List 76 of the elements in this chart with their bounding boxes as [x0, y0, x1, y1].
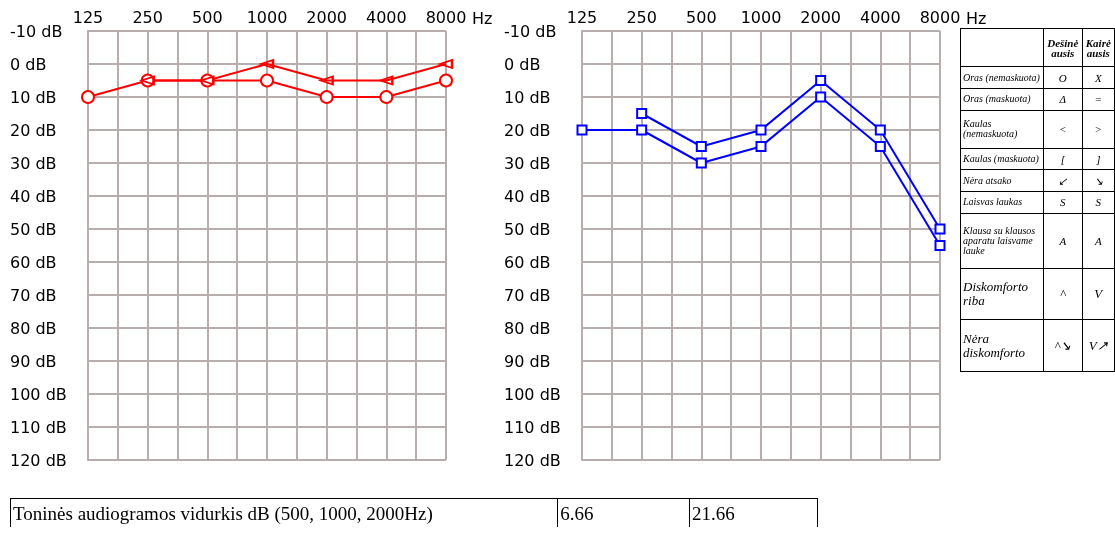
text: Nėra atsako: [960, 169, 1044, 192]
text: ↙: [1043, 169, 1083, 192]
text: Diskomforto riba: [960, 268, 1044, 320]
text: Laisvas laukas: [960, 191, 1044, 214]
x-tick-label: 500: [192, 7, 223, 27]
y-tick-label: 100 dB: [10, 384, 67, 404]
y-tick-label: 0 dB: [10, 54, 47, 74]
text: V: [1082, 268, 1115, 320]
y-tick-label: 10 dB: [504, 87, 551, 107]
text: ]: [1082, 148, 1115, 170]
y-tick-label: 50 dB: [10, 219, 57, 239]
y-tick-label: 40 dB: [10, 186, 57, 206]
y-tick-label: 40 dB: [504, 186, 551, 206]
y-tick-label: 60 dB: [10, 252, 57, 272]
text: Nėra diskomforto: [960, 319, 1044, 372]
y-tick-label: 80 dB: [10, 318, 57, 338]
x-tick-label: 4000: [365, 7, 407, 27]
y-tick-label: 60 dB: [504, 252, 551, 272]
y-tick-label: 30 dB: [10, 153, 57, 173]
y-tick-label: 70 dB: [504, 285, 551, 305]
y-tick-label: 10 dB: [10, 87, 57, 107]
text: V↗: [1082, 319, 1115, 372]
y-tick-label: 30 dB: [504, 153, 551, 173]
text: >: [1082, 110, 1115, 149]
y-tick-label: -10 dB: [10, 21, 63, 41]
y-tick-label: 90 dB: [10, 351, 57, 371]
x-tick-label: 250: [132, 7, 163, 27]
x-tick-label: 125: [566, 7, 598, 27]
text: ^: [1043, 268, 1083, 320]
text: X: [1082, 66, 1115, 89]
text: Kaulas (nemaskuota): [960, 110, 1044, 149]
x-tick-label: 1000: [740, 7, 782, 27]
text: [: [1043, 148, 1083, 170]
text: Toninės audiogramos vidurkis dB (500, 1000, 2000Hz): [10, 498, 558, 527]
y-tick-label: 120 dB: [10, 450, 67, 470]
text: A: [1082, 213, 1115, 269]
y-tick-label: 20 dB: [504, 120, 551, 140]
x-tick-label: 4000: [859, 7, 901, 27]
x-tick-label: 1000: [246, 7, 288, 27]
y-tick-label: 50 dB: [504, 219, 551, 239]
text: Oras (nemaskuota): [960, 66, 1044, 89]
x-tick-label: 125: [72, 7, 104, 27]
y-tick-label: 90 dB: [504, 351, 551, 371]
text: A: [1043, 213, 1083, 269]
text: 6.66: [557, 498, 690, 527]
y-tick-label: -10 dB: [504, 21, 557, 41]
y-tick-label: 70 dB: [10, 285, 57, 305]
text: Kaulas (maskuota): [960, 148, 1044, 170]
text: O: [1043, 66, 1083, 89]
y-tick-label: 110 dB: [10, 417, 67, 437]
text: S: [1082, 191, 1115, 214]
x-tick-label: 2000: [306, 7, 348, 27]
y-tick-label: 120 dB: [504, 450, 561, 470]
text: Δ: [1043, 88, 1083, 111]
y-tick-label: 80 dB: [504, 318, 551, 338]
text: Kairė ausis: [1082, 28, 1115, 67]
text: <: [1043, 110, 1083, 149]
text: Oras (maskuota): [960, 88, 1044, 111]
text: Klausa su klausos aparatu laisvame lauke: [960, 213, 1044, 269]
x-tick-label: 2000: [800, 7, 842, 27]
x-axis-title: Hz: [966, 8, 987, 28]
x-tick-label: 500: [686, 7, 717, 27]
y-tick-label: 110 dB: [504, 417, 561, 437]
y-tick-label: 0 dB: [504, 54, 541, 74]
y-tick-label: 100 dB: [504, 384, 561, 404]
x-tick-label: 8000: [919, 7, 961, 27]
text: =: [1082, 88, 1115, 111]
text: S: [1043, 191, 1083, 214]
x-tick-label: 8000: [425, 7, 467, 27]
text: Dešinė ausis: [1043, 28, 1083, 67]
x-tick-label: 250: [626, 7, 657, 27]
text: ↘: [1082, 169, 1115, 192]
text: 21.66: [689, 498, 818, 527]
text: ^↘: [1043, 319, 1083, 372]
y-tick-label: 20 dB: [10, 120, 57, 140]
x-axis-title: Hz: [472, 8, 493, 28]
